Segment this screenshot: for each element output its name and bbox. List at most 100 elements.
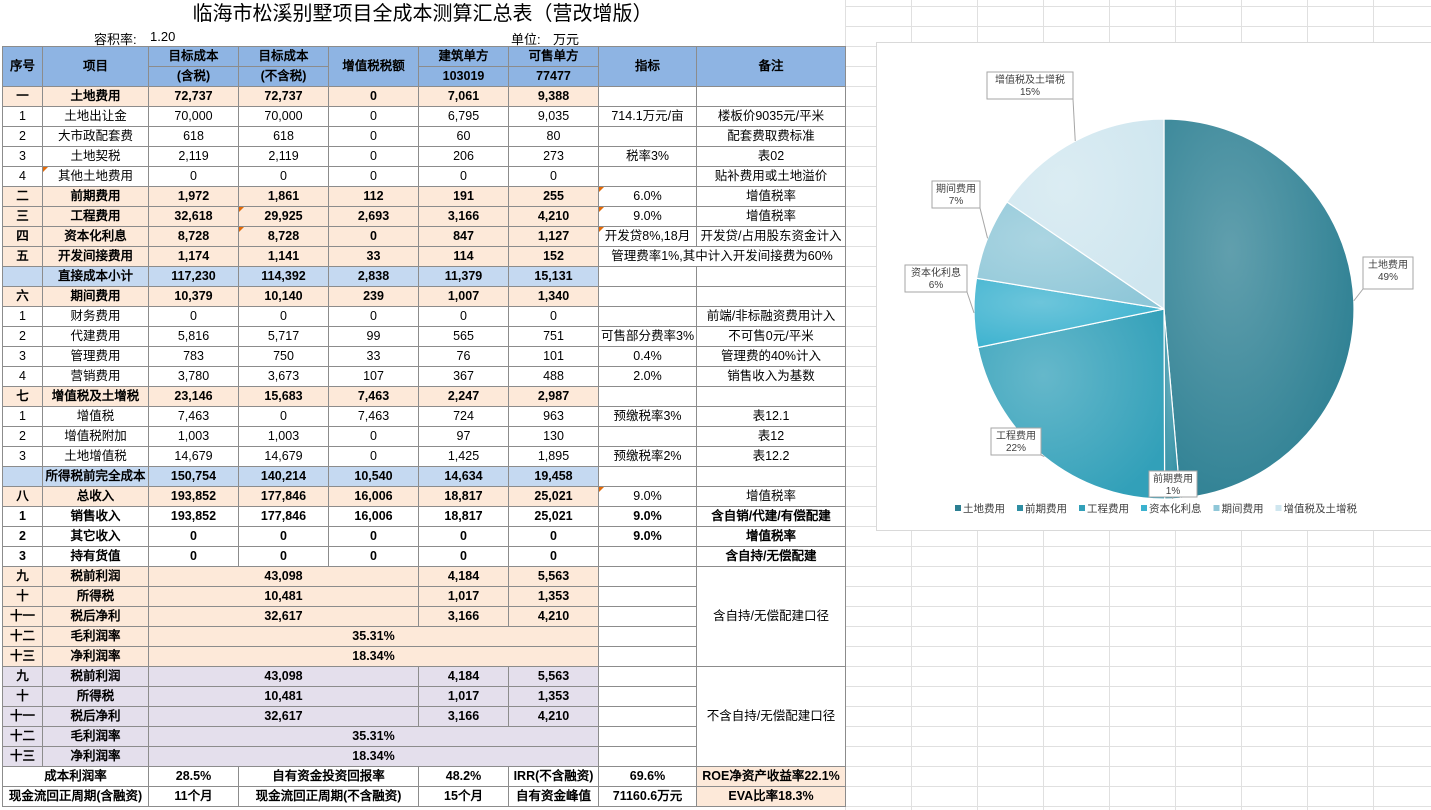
cell-c2[interactable]: 114,392 [238, 266, 329, 287]
cell-item[interactable]: 持有货值 [42, 546, 149, 567]
cell-c3[interactable]: 0 [328, 426, 419, 447]
header-seq[interactable]: 序号 [2, 46, 43, 87]
cell-c4[interactable]: 1,007 [418, 286, 509, 307]
cell-c4[interactable]: 4,184 [418, 666, 509, 687]
cell-c5[interactable]: 152 [508, 246, 599, 267]
cell-c6[interactable]: 714.1万元/亩 [598, 106, 697, 127]
cell-c5[interactable]: 1,353 [508, 686, 599, 707]
cell-c3[interactable]: 107 [328, 366, 419, 387]
pie-slice-5[interactable] [1006, 118, 1165, 311]
cell-c7[interactable]: 配套费取费标准 [696, 126, 846, 147]
cell-c4[interactable]: 4,184 [418, 566, 509, 587]
cell-c2[interactable]: 0 [238, 526, 329, 547]
cell-c1[interactable]: 0 [148, 546, 239, 567]
legend-entry[interactable]: 资本化利息 [1149, 502, 1202, 515]
cell-c2[interactable]: 72,737 [238, 86, 329, 107]
cell-c6[interactable] [598, 746, 697, 767]
cell-c5[interactable]: 255 [508, 186, 599, 207]
cell-c6[interactable] [598, 606, 697, 627]
summary-cell[interactable]: EVA比率18.3% [696, 786, 846, 807]
cell-c7[interactable]: 增值税率 [696, 186, 846, 207]
legend-entry[interactable]: 增值税及土增税 [1284, 502, 1358, 515]
cell-item[interactable]: 土地契税 [42, 146, 149, 167]
cell-c1[interactable]: 1,174 [148, 246, 239, 267]
cell-c6[interactable] [598, 726, 697, 747]
cell-item[interactable]: 工程费用 [42, 206, 149, 227]
cell-c4[interactable]: 1,017 [418, 686, 509, 707]
cell-seq[interactable]: 五 [2, 246, 43, 267]
cell-c1[interactable]: 3,780 [148, 366, 239, 387]
cell-item[interactable]: 直接成本小计 [42, 266, 149, 287]
cell-c6[interactable] [598, 266, 697, 287]
cell-item[interactable]: 土地费用 [42, 86, 149, 107]
cell-c2[interactable]: 8,728 [238, 226, 329, 247]
cell-indicator[interactable]: 管理费率1%,其中计入开发间接费为60% [598, 246, 846, 267]
cell-c5[interactable]: 2,987 [508, 386, 599, 407]
cell-c5[interactable]: 0 [508, 526, 599, 547]
cell-c5[interactable]: 101 [508, 346, 599, 367]
cell-c5[interactable]: 963 [508, 406, 599, 427]
cell-c7[interactable]: 表02 [696, 146, 846, 167]
cell-c5[interactable]: 488 [508, 366, 599, 387]
cell-c5[interactable]: 9,035 [508, 106, 599, 127]
cell-c3[interactable]: 0 [328, 126, 419, 147]
cell-c7[interactable] [696, 466, 846, 487]
cell-c1[interactable]: 7,463 [148, 406, 239, 427]
cell-c5[interactable]: 0 [508, 306, 599, 327]
cell-profit-value[interactable]: 32,617 [148, 706, 419, 727]
cell-seq[interactable]: 十二 [2, 726, 43, 747]
cell-c6[interactable] [598, 286, 697, 307]
cell-item[interactable]: 所得税 [42, 586, 149, 607]
cell-c6[interactable] [598, 666, 697, 687]
cell-c1[interactable]: 70,000 [148, 106, 239, 127]
cell-c7[interactable]: 含自持/无偿配建 [696, 546, 846, 567]
cell-c6[interactable] [598, 706, 697, 727]
cell-item[interactable]: 管理费用 [42, 346, 149, 367]
summary-cell[interactable]: ROE净资产收益率22.1% [696, 766, 846, 787]
cell-c2[interactable]: 177,846 [238, 506, 329, 527]
cell-ratio-value[interactable]: 18.34% [148, 746, 599, 767]
cell-c6[interactable] [598, 646, 697, 667]
cell-c2[interactable]: 177,846 [238, 486, 329, 507]
cell-item[interactable]: 土地出让金 [42, 106, 149, 127]
pie-label-box[interactable] [904, 264, 968, 293]
summary-cell[interactable]: 69.6% [598, 766, 697, 787]
cell-c3[interactable]: 0 [328, 526, 419, 547]
cell-c7[interactable]: 增值税率 [696, 486, 846, 507]
cell-c1[interactable]: 5,816 [148, 326, 239, 347]
cell-c6[interactable]: 0.4% [598, 346, 697, 367]
cell-seq[interactable]: 七 [2, 386, 43, 407]
cell-c4[interactable]: 76 [418, 346, 509, 367]
cell-c4[interactable]: 7,061 [418, 86, 509, 107]
cell-c2[interactable]: 140,214 [238, 466, 329, 487]
cell-seq[interactable]: 1 [2, 406, 43, 427]
cell-c6[interactable]: 9.0% [598, 206, 697, 227]
cell-c3[interactable]: 7,463 [328, 406, 419, 427]
cell-seq[interactable]: 2 [2, 426, 43, 447]
cell-c1[interactable]: 14,679 [148, 446, 239, 467]
cell-c3[interactable]: 0 [328, 306, 419, 327]
cell-c3[interactable]: 0 [328, 106, 419, 127]
cell-c1[interactable]: 2,119 [148, 146, 239, 167]
cell-c2[interactable]: 70,000 [238, 106, 329, 127]
cell-c3[interactable]: 2,838 [328, 266, 419, 287]
summary-cell[interactable]: 现金流回正周期(不含融资) [238, 786, 419, 807]
cell-seq[interactable]: 十二 [2, 626, 43, 647]
cost-pie-chart[interactable]: 土地费用 49% 前期费用 1% 工程费用 22% 资本化利息 6% 期间费用 7% 增值税及土增税… [876, 42, 1431, 531]
cell-c5[interactable]: 1,895 [508, 446, 599, 467]
header-remarks[interactable]: 备注 [696, 46, 846, 87]
cell-seq[interactable]: 2 [2, 126, 43, 147]
cell-c3[interactable]: 33 [328, 246, 419, 267]
cell-item[interactable]: 增值税及土增税 [42, 386, 149, 407]
cell-seq[interactable]: 1 [2, 106, 43, 127]
summary-cell[interactable]: 11个月 [148, 786, 239, 807]
cell-profit-value[interactable]: 43,098 [148, 566, 419, 587]
cell-c4[interactable]: 191 [418, 186, 509, 207]
cell-c4[interactable]: 14,634 [418, 466, 509, 487]
cell-c4[interactable]: 367 [418, 366, 509, 387]
pie-label-box[interactable] [1362, 256, 1414, 290]
legend-entry[interactable]: 前期费用 [1025, 502, 1067, 515]
cell-c5[interactable]: 1,353 [508, 586, 599, 607]
cell-c4[interactable]: 114 [418, 246, 509, 267]
cell-item[interactable]: 总收入 [42, 486, 149, 507]
